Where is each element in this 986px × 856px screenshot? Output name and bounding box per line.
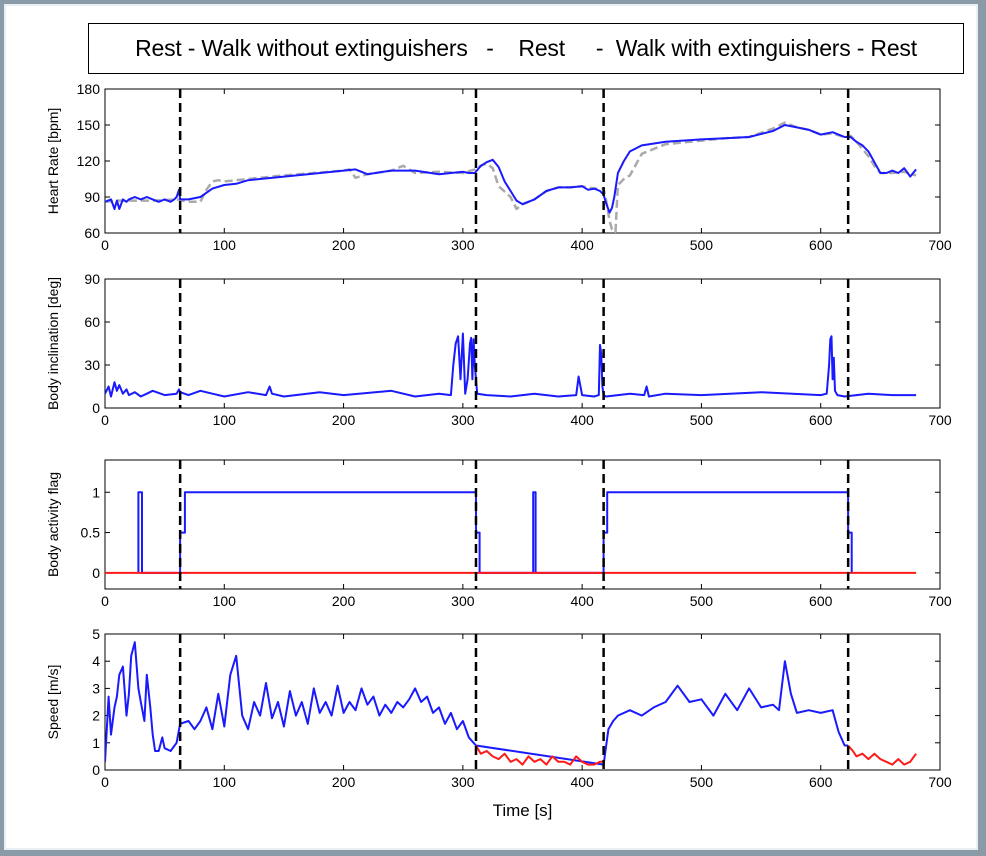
x-tick-label: 400	[570, 237, 594, 253]
y-tick-label: 0	[92, 762, 100, 778]
x-tick-label: 200	[332, 237, 356, 253]
x-tick-label: 500	[690, 412, 714, 428]
x-tick-label: 0	[101, 237, 109, 253]
x-tick-label: 300	[451, 237, 475, 253]
x-tick-label: 100	[213, 774, 237, 790]
axes-box-1	[104, 88, 941, 234]
series-line-4-1	[105, 641, 849, 766]
y-tick-label: 60	[84, 225, 100, 241]
x-tick-label: 700	[928, 774, 952, 790]
x-tick-label: 200	[332, 593, 356, 609]
series-line-1-2	[105, 121, 917, 233]
y-tick-label: 0.5	[81, 525, 101, 541]
y-tick-label: 1	[92, 735, 100, 751]
x-tick-label: 500	[690, 237, 714, 253]
x-tick-label: 100	[213, 593, 237, 609]
y-tick-label: 2	[92, 708, 100, 724]
axes-box-4	[104, 633, 941, 771]
x-tick-label: 600	[809, 237, 833, 253]
x-tick-label: 300	[451, 774, 475, 790]
x-tick-label: 100	[213, 412, 237, 428]
x-tick-label: 500	[690, 593, 714, 609]
x-tick-label: 700	[928, 593, 952, 609]
x-tick-label: 100	[213, 237, 237, 253]
y-tick-label: 90	[84, 189, 100, 205]
y-tick-label: 4	[92, 653, 100, 669]
y-tick-label: 180	[77, 81, 101, 97]
x-tick-label: 700	[928, 237, 952, 253]
y-axis-title: Heart Rate [bpm]	[45, 108, 61, 215]
y-tick-label: 0	[92, 565, 100, 581]
y-tick-label: 150	[77, 117, 101, 133]
x-tick-label: 300	[451, 412, 475, 428]
x-tick-label: 0	[101, 593, 109, 609]
x-tick-label: 400	[570, 774, 594, 790]
series-line-4-3	[847, 744, 917, 766]
y-axis-title: Body activity flag	[45, 472, 61, 577]
x-tick-label: 700	[928, 412, 952, 428]
series-line-2-1	[105, 332, 917, 398]
y-axis-title: Body inclination [deg]	[45, 277, 61, 410]
y-tick-label: 5	[92, 626, 100, 642]
page-title: Rest - Walk without extinguishers - Rest…	[88, 23, 964, 74]
y-tick-label: 120	[77, 153, 101, 169]
y-tick-label: 60	[84, 314, 100, 330]
y-tick-label: 90	[84, 271, 100, 287]
x-axis-title: Time [s]	[493, 801, 553, 820]
x-tick-label: 200	[332, 774, 356, 790]
series-line-1-1	[105, 124, 917, 214]
y-tick-label: 3	[92, 680, 100, 696]
y-tick-label: 0	[92, 400, 100, 416]
x-tick-label: 400	[570, 412, 594, 428]
y-tick-label: 30	[84, 357, 100, 373]
x-tick-label: 0	[101, 774, 109, 790]
x-tick-label: 600	[809, 774, 833, 790]
y-axis-title: Speed [m/s]	[45, 665, 61, 740]
x-tick-label: 200	[332, 412, 356, 428]
series-line-4-2	[475, 744, 604, 766]
x-tick-label: 300	[451, 593, 475, 609]
x-tick-label: 600	[809, 412, 833, 428]
y-tick-label: 1	[92, 484, 100, 500]
axes-box-3	[104, 459, 941, 590]
x-tick-label: 600	[809, 593, 833, 609]
axes-box-2	[104, 278, 941, 409]
x-tick-label: 400	[570, 593, 594, 609]
x-tick-label: 500	[690, 774, 714, 790]
x-tick-label: 0	[101, 412, 109, 428]
